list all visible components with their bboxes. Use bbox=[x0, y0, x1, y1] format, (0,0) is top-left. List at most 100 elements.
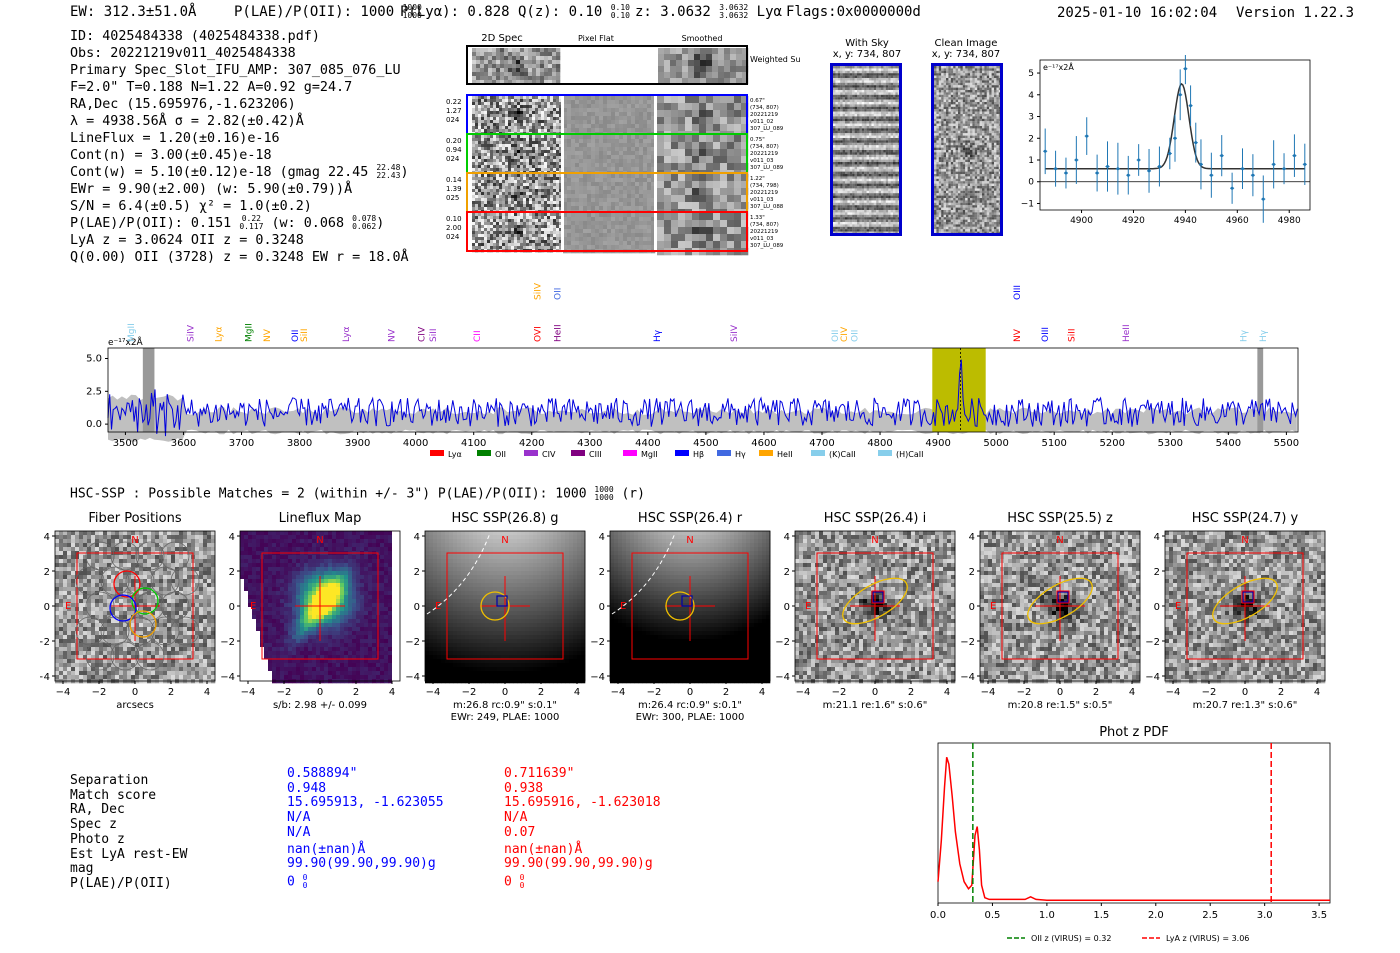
sky-pixel bbox=[864, 217, 867, 220]
spec2d-pixel bbox=[476, 80, 481, 85]
spec2d-pixel bbox=[611, 108, 616, 113]
spec2d-pixel bbox=[720, 174, 728, 182]
spec2d-pixel bbox=[493, 156, 497, 160]
sky-pixel bbox=[859, 205, 862, 208]
sky-pixel bbox=[845, 171, 848, 175]
spec2d-pixel bbox=[538, 105, 542, 109]
spec2d-pixel bbox=[484, 225, 488, 229]
spec2d-pixel bbox=[490, 198, 494, 202]
spec2d-pixel bbox=[499, 183, 503, 187]
spec2d-pixel bbox=[548, 64, 553, 69]
spec2d-pixel bbox=[502, 141, 506, 145]
spec2d-pixel bbox=[526, 144, 530, 148]
sky-pixel bbox=[873, 162, 877, 165]
sky-pixel bbox=[837, 145, 841, 148]
with-sky-image bbox=[830, 63, 902, 236]
sky-pixel bbox=[893, 68, 896, 71]
spec2d-pixel bbox=[567, 178, 572, 183]
sky-pixel bbox=[871, 102, 874, 105]
sky-pixel bbox=[854, 169, 858, 172]
sky-pixel bbox=[849, 80, 853, 83]
sky-pixel bbox=[847, 164, 850, 167]
spec2d-pixel bbox=[563, 108, 568, 113]
sky-pixel bbox=[854, 190, 858, 194]
spec2d-pixel bbox=[490, 129, 494, 133]
sky-pixel bbox=[871, 162, 874, 165]
spec2d-pixel bbox=[541, 219, 545, 223]
spec2d-pixel bbox=[529, 219, 533, 223]
spec2d-pixel bbox=[487, 126, 491, 130]
spec2d-pixel bbox=[639, 96, 644, 101]
spec2d-pixel bbox=[550, 102, 554, 106]
spec2d-pixel bbox=[671, 124, 679, 132]
spec2d-pixel bbox=[741, 110, 749, 118]
spec2d-pixel bbox=[627, 159, 632, 164]
spec2d-pixel bbox=[607, 151, 612, 156]
spec2d-pixel bbox=[741, 227, 749, 235]
sky-pixel bbox=[864, 133, 867, 136]
spec2d-pixel bbox=[472, 225, 476, 229]
sky-pixel bbox=[845, 111, 848, 115]
sky-pixel bbox=[885, 90, 889, 93]
sky-pixel bbox=[842, 157, 846, 160]
sky-pixel bbox=[833, 145, 836, 148]
spec2d-pixel bbox=[502, 213, 506, 217]
sky-pixel bbox=[869, 104, 872, 107]
sky-pixel bbox=[842, 150, 846, 153]
spec2d-pixel bbox=[595, 202, 600, 207]
sky-pixel bbox=[881, 174, 884, 177]
sky-pixel bbox=[859, 152, 862, 155]
spec2d-pixel bbox=[643, 213, 648, 218]
spec2d-pixel bbox=[499, 168, 503, 172]
spec2d-pixel bbox=[692, 117, 700, 125]
spec2d-pixel bbox=[490, 126, 494, 130]
spec2d-pixel bbox=[583, 202, 588, 207]
spec2d-pixel bbox=[516, 60, 521, 65]
spec2d-pixel bbox=[529, 141, 533, 145]
spec2d-pixel bbox=[571, 178, 576, 183]
spec2d-pixel bbox=[720, 110, 728, 118]
spec2d-pixel bbox=[502, 111, 506, 115]
spec2d-pixel bbox=[526, 183, 530, 187]
sky-pixel bbox=[883, 114, 886, 117]
sky-pixel bbox=[852, 66, 855, 69]
spec2d-pixel bbox=[603, 155, 608, 160]
spec2d-pixel bbox=[607, 241, 612, 246]
spec2d-pixel bbox=[571, 186, 576, 191]
sky-pixel bbox=[871, 66, 874, 69]
spec2d-pixel bbox=[475, 129, 479, 133]
spec2d-pixel bbox=[713, 135, 721, 143]
sky-pixel bbox=[876, 152, 879, 155]
spec2d-pixel bbox=[647, 96, 652, 101]
spec2d-pixel bbox=[481, 126, 485, 130]
sky-pixel bbox=[842, 205, 846, 208]
sky-pixel bbox=[869, 162, 872, 165]
spec2d-pixel bbox=[502, 225, 506, 229]
sky-pixel bbox=[842, 188, 846, 191]
sky-pixel bbox=[893, 212, 896, 215]
spec2d-pixel bbox=[490, 96, 494, 100]
sky-pixel bbox=[869, 207, 872, 211]
spec2d-pixel bbox=[658, 72, 665, 79]
spec2d-pixel bbox=[528, 80, 533, 85]
spec2d-pixel bbox=[487, 201, 491, 205]
spec2d-pixel bbox=[556, 159, 560, 163]
sky-pixel bbox=[852, 94, 855, 98]
spec2d-pixel bbox=[603, 202, 608, 207]
sky-pixel bbox=[864, 138, 867, 141]
spec2d-pixel bbox=[472, 153, 476, 157]
sky-pixel bbox=[866, 138, 870, 141]
spec2d-pixel bbox=[724, 72, 731, 79]
sky-pixel bbox=[835, 205, 838, 208]
spec2d-pixel bbox=[472, 198, 476, 202]
sky-pixel bbox=[871, 133, 874, 136]
sky-pixel bbox=[881, 102, 884, 105]
spec2d-row-left-label: 025 bbox=[446, 194, 459, 202]
spec2d-pixel bbox=[541, 198, 545, 202]
spec2d-pixel bbox=[567, 241, 572, 246]
spec2d-pixel bbox=[635, 174, 640, 179]
sky-pixel bbox=[849, 200, 853, 203]
spec2d-pixel bbox=[571, 143, 576, 148]
spec2d-pixel bbox=[508, 177, 512, 181]
header-plae-label: P(LAE)/P(OII): 1000 bbox=[234, 4, 395, 20]
